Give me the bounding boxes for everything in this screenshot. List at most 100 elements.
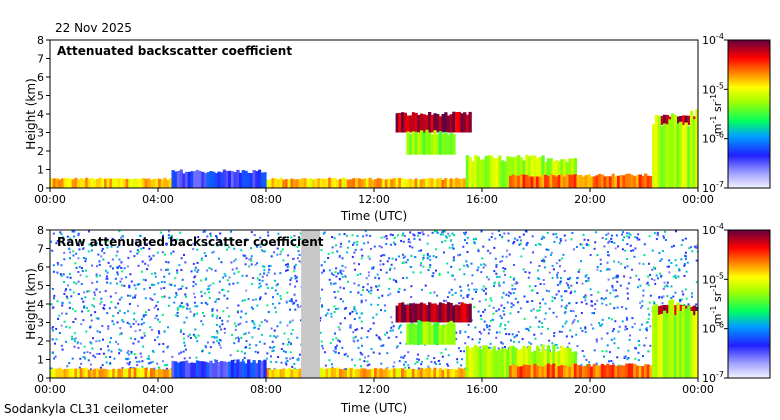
noise-pixel	[409, 241, 412, 244]
noise-pixel	[84, 357, 87, 360]
backscatter-cell-precip-column	[681, 306, 686, 378]
noise-pixel	[629, 244, 632, 247]
noise-pixel	[514, 297, 517, 300]
noise-pixel	[91, 347, 94, 350]
noise-pixel	[363, 242, 366, 245]
noise-pixel	[691, 295, 693, 298]
noise-pixel	[143, 334, 146, 337]
noise-pixel	[69, 251, 72, 254]
noise-pixel	[265, 283, 268, 286]
noise-pixel	[163, 287, 166, 289]
noise-pixel	[179, 231, 182, 234]
backscatter-cell-surface-layer	[266, 179, 270, 188]
noise-pixel	[453, 234, 456, 237]
x-tick-label: 20:00	[574, 383, 606, 396]
noise-pixel	[607, 251, 609, 253]
noise-pixel	[360, 248, 363, 251]
noise-pixel	[617, 330, 620, 333]
backscatter-cell-surface-layer	[136, 179, 140, 188]
noise-pixel	[227, 290, 230, 293]
backscatter-cell-cloud-fall	[449, 132, 453, 155]
noise-pixel	[290, 300, 293, 303]
backscatter-cell-low-cloud	[568, 366, 572, 378]
noise-pixel	[284, 263, 287, 266]
backscatter-cell-aerosol-blob	[190, 171, 194, 188]
backscatter-cell-aerosol-blob	[257, 360, 262, 378]
backscatter-cell-low-cloud	[579, 174, 583, 188]
noise-pixel	[174, 239, 177, 242]
noise-pixel	[256, 245, 258, 248]
noise-pixel	[129, 294, 132, 297]
noise-pixel	[129, 273, 132, 276]
noise-pixel	[62, 236, 65, 239]
backscatter-cell-surface-layer	[141, 178, 146, 188]
noise-pixel	[466, 251, 469, 253]
noise-pixel	[429, 258, 432, 261]
noise-pixel	[483, 320, 486, 323]
noise-pixel	[670, 297, 673, 300]
missing-data-band	[301, 230, 320, 378]
noise-pixel	[587, 279, 589, 282]
noise-pixel	[398, 360, 401, 363]
backscatter-cell-low-cloud	[584, 175, 588, 188]
noise-pixel	[133, 312, 136, 315]
noise-pixel	[551, 300, 554, 302]
noise-pixel	[571, 322, 574, 325]
noise-pixel	[196, 248, 199, 251]
noise-pixel	[378, 277, 380, 280]
noise-pixel	[537, 277, 539, 280]
backscatter-cell-cloud-fall	[449, 320, 453, 345]
noise-pixel	[120, 349, 123, 352]
noise-pixel	[90, 363, 92, 366]
noise-pixel	[443, 230, 446, 233]
noise-pixel	[65, 325, 68, 328]
noise-pixel	[480, 263, 483, 266]
noise-pixel	[406, 258, 409, 261]
noise-pixel	[607, 254, 610, 257]
noise-pixel	[290, 343, 292, 346]
noise-pixel	[116, 273, 119, 276]
backscatter-cell-surface-layer	[128, 368, 132, 378]
noise-pixel	[459, 332, 462, 335]
noise-pixel	[417, 234, 420, 237]
noise-pixel	[360, 301, 363, 304]
backscatter-cell-surface-layer	[271, 369, 275, 378]
noise-pixel	[631, 326, 634, 329]
noise-pixel	[502, 270, 505, 273]
noise-pixel	[153, 293, 156, 296]
noise-pixel	[637, 359, 640, 362]
noise-pixel	[486, 326, 489, 329]
noise-pixel	[543, 318, 546, 321]
noise-pixel	[563, 234, 566, 237]
noise-pixel	[516, 282, 519, 285]
noise-pixel	[68, 362, 71, 365]
colorbar-unit-label: m-1 sr-1	[709, 94, 724, 134]
noise-pixel	[222, 276, 225, 279]
noise-pixel	[651, 278, 653, 281]
noise-pixel	[330, 283, 333, 286]
noise-pixel	[426, 357, 429, 360]
noise-pixel	[367, 290, 370, 293]
noise-pixel	[447, 354, 450, 357]
y-tick-label: 6	[37, 71, 44, 84]
noise-pixel	[86, 351, 89, 354]
noise-pixel	[608, 351, 611, 354]
noise-pixel	[517, 301, 520, 304]
noise-pixel	[52, 270, 55, 273]
noise-pixel	[296, 245, 299, 248]
backscatter-cell-surface-layer	[50, 369, 54, 378]
noise-pixel	[174, 284, 176, 287]
noise-pixel	[95, 340, 98, 343]
noise-pixel	[369, 327, 372, 330]
noise-pixel	[376, 288, 379, 291]
noise-pixel	[184, 293, 187, 296]
x-tick-label: 12:00	[358, 383, 390, 396]
noise-pixel	[216, 236, 218, 239]
noise-pixel	[391, 234, 394, 237]
noise-pixel	[522, 233, 525, 236]
noise-pixel	[113, 357, 116, 360]
noise-pixel	[282, 342, 285, 345]
noise-pixel	[626, 232, 628, 235]
noise-pixel	[360, 337, 363, 340]
x-tick-label: 08:00	[250, 193, 282, 206]
